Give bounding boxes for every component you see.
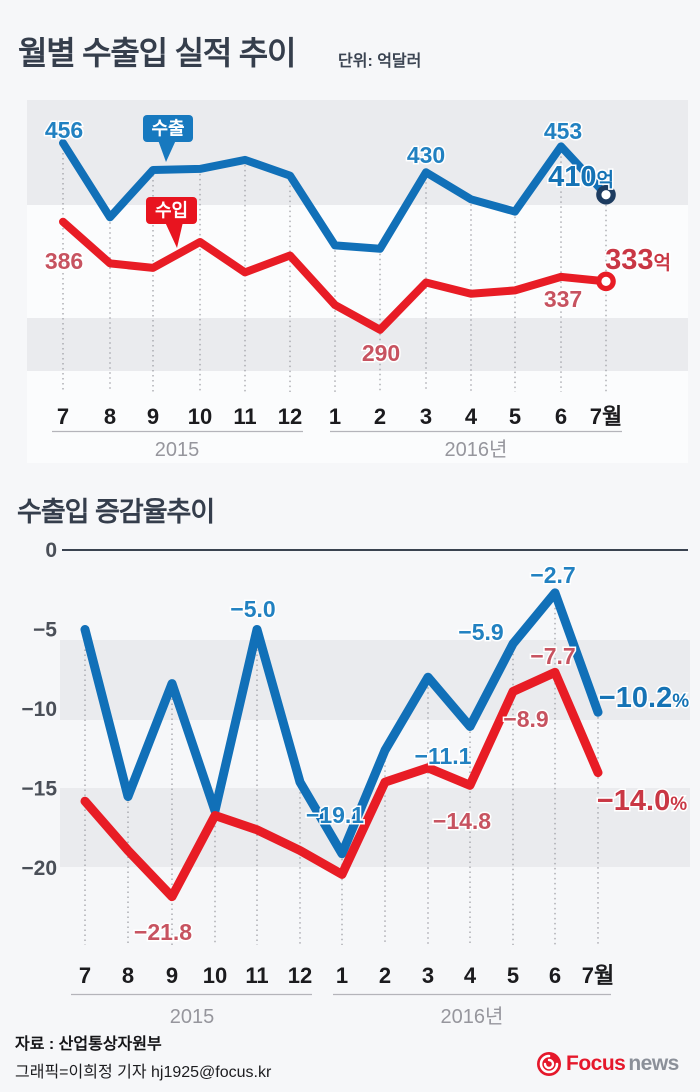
year-label: 2016년: [445, 438, 508, 461]
import-series-line: [80, 667, 603, 902]
data-point-label: 337: [544, 286, 582, 312]
month-tick-label: 4: [464, 963, 477, 988]
data-point-label: −11.1: [415, 743, 472, 769]
data-point-label: −8.9: [503, 706, 548, 732]
month-tick-label: 12: [278, 404, 302, 429]
legend-callout-label: 수입: [155, 200, 188, 221]
data-point-label: −5.0: [230, 596, 275, 622]
data-point-label: −7.7: [530, 643, 575, 669]
month-tick-label: 10: [203, 963, 227, 988]
unit-label: 단위: 억달러: [338, 53, 422, 70]
month-tick-label: 9: [147, 404, 159, 429]
month-tick-label: 8: [122, 963, 134, 988]
export-series-line: [80, 588, 603, 859]
series-end-marker: [596, 271, 616, 292]
month-tick-label: 1: [329, 404, 341, 429]
data-point-label: −5.9: [458, 619, 503, 645]
legend-callout-tail: [165, 222, 183, 248]
data-point-label: 386: [45, 248, 83, 274]
month-tick-label: 5: [507, 963, 519, 988]
data-point-label: 453: [544, 118, 582, 144]
data-point-label: 333억: [605, 244, 671, 276]
month-tick-label: 7월: [582, 963, 614, 988]
chart-band-white: [27, 371, 688, 463]
data-point-label: −21.8: [134, 919, 192, 945]
month-tick-label: 6: [555, 404, 567, 429]
data-point-label: 456: [45, 117, 83, 143]
month-tick-label: 3: [422, 963, 434, 988]
legend-callout-box: [143, 115, 193, 142]
data-point-label: −19.1: [306, 802, 364, 828]
legend-callout-box: [146, 197, 197, 224]
legend-callout-tail: [158, 140, 176, 162]
y-axis-tick-label: −20: [21, 857, 57, 880]
month-tick-label: 4: [465, 404, 478, 429]
legend-callout-label: 수출: [151, 119, 184, 139]
export-series-line: [59, 139, 610, 253]
year-label: 2015: [155, 439, 200, 461]
series-end-marker: [596, 184, 616, 205]
page-title: 월별 수출입 실적 추이: [18, 35, 296, 71]
y-axis-tick-label: −10: [21, 698, 57, 721]
month-tick-label: 10: [188, 404, 212, 429]
month-tick-label: 11: [245, 963, 268, 988]
month-tick-label: 9: [166, 963, 178, 988]
data-point-label: −2.7: [530, 562, 575, 588]
month-tick-label: 2: [374, 404, 386, 429]
y-axis-tick-label: 0: [45, 539, 57, 562]
logo-news-text: news: [628, 1052, 679, 1075]
focus-news-logo-icon: [537, 1052, 561, 1076]
year-label: 2015: [170, 1006, 215, 1028]
month-tick-label: 12: [288, 963, 312, 988]
month-tick-label: 5: [509, 404, 521, 429]
year-label: 2016년: [441, 1005, 504, 1028]
month-tick-label: 7: [79, 963, 91, 988]
focus-news-logo: Focus news: [536, 1051, 679, 1077]
month-tick-label: 2: [379, 963, 391, 988]
graphic-credit: 그래픽=이희정 기자 hj1925@focus.kr: [15, 1064, 272, 1081]
month-tick-label: 3: [420, 404, 432, 429]
y-axis-tick-label: −5: [33, 619, 57, 642]
section2-title: 수출입 증감율추이: [17, 497, 215, 527]
chart-band-gray: [27, 318, 688, 371]
data-point-label: 430: [407, 142, 445, 168]
chart-band-white: [27, 205, 688, 318]
month-tick-label: 11: [233, 404, 256, 429]
logo-focus-text: Focus: [566, 1052, 626, 1075]
y-axis-tick-label: −15: [21, 778, 57, 801]
month-tick-label: 7: [57, 404, 69, 429]
data-point-label: 290: [362, 340, 400, 366]
month-tick-label: 7월: [590, 404, 622, 429]
data-point-label: −14.8: [433, 808, 491, 834]
month-tick-label: 1: [336, 963, 348, 988]
import-series-line: [59, 217, 610, 334]
month-tick-label: 6: [549, 963, 561, 988]
month-tick-label: 8: [104, 404, 116, 429]
source-credit: 자료 : 산업통상자원부: [15, 1036, 162, 1053]
